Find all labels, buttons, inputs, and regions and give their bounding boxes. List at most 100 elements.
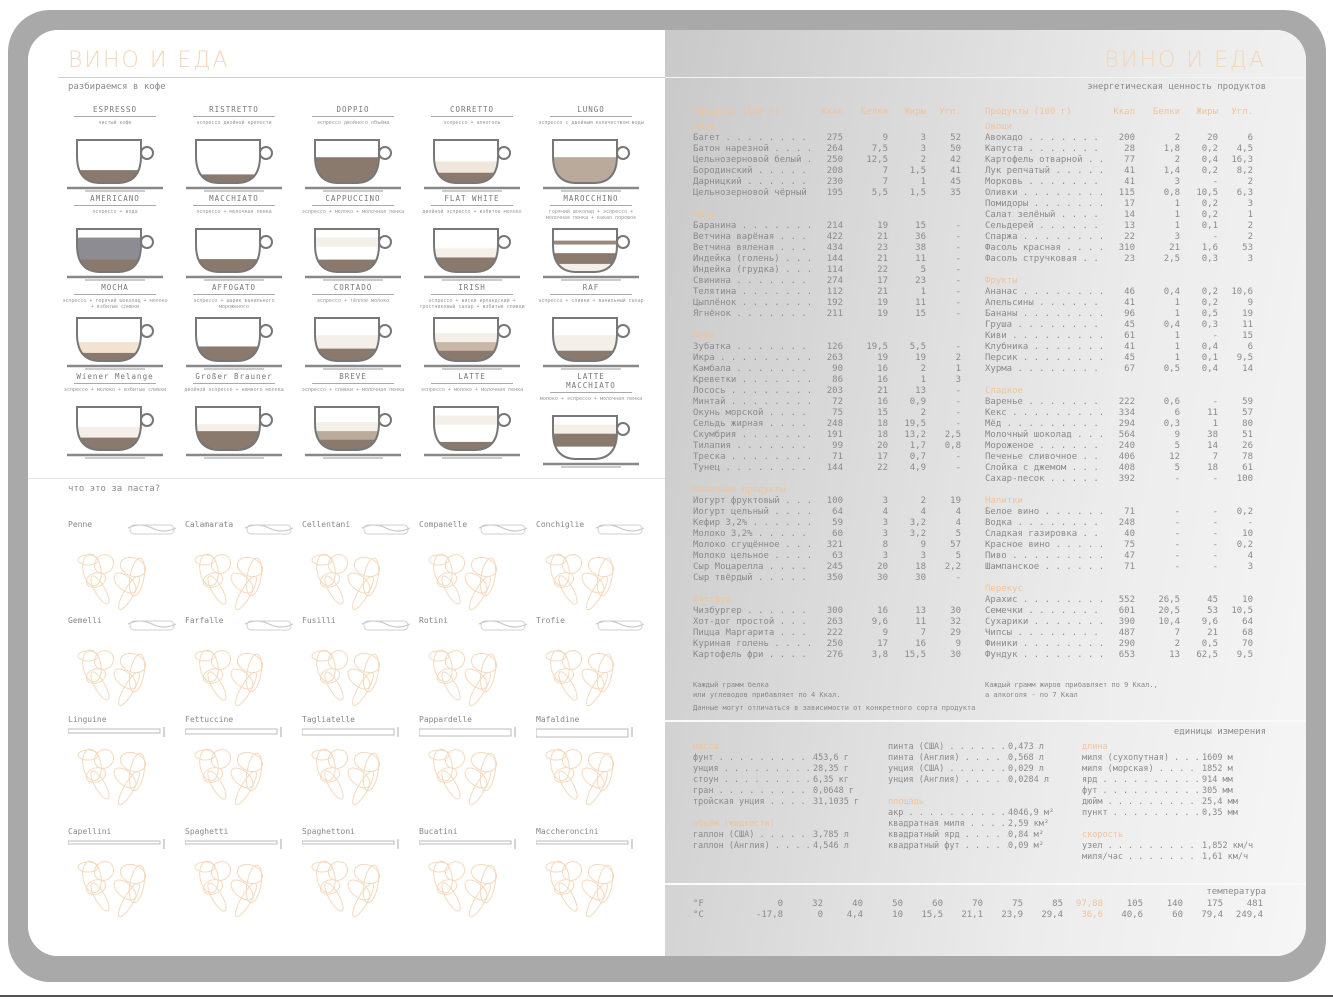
product-name: Спаржа . . . . . . . . . . . . . . . . .…: [985, 232, 1105, 242]
coffee-layer: [553, 157, 617, 183]
nutrient-value: 250: [826, 155, 843, 165]
table-row: Семечки . . . . . . . . . . . . . . . . …: [985, 606, 1253, 617]
unit-row: пункт . . . . . . . . . . . . . . . . . …: [1082, 808, 1253, 819]
coffee-card: RAF эспрессо + сливки + ванильный сахар: [532, 283, 650, 372]
table-row: Мороженое . . . . . . . . . . . . . . . …: [985, 441, 1253, 452]
table-row: Капуста . . . . . . . . . . . . . . . . …: [985, 144, 1253, 155]
coffee-cup-icon: [424, 406, 520, 459]
nutrient-value: 9: [882, 133, 888, 143]
nutrient-value: -: [955, 463, 961, 473]
nutrient-value: 5: [955, 529, 961, 539]
table-row: Авокадо . . . . . . . . . . . . . . . . …: [985, 133, 1253, 144]
nutrient-value: 40: [1124, 529, 1135, 539]
nutrient-value: 1,8: [1163, 144, 1180, 154]
nutrient-value: 2: [1174, 155, 1180, 165]
product-name: Семечки . . . . . . . . . . . . . . . . …: [985, 606, 1105, 616]
nutrient-value: 19: [877, 353, 888, 363]
nutrient-value: 263: [826, 353, 843, 363]
nutrient-value: 0,4: [1201, 342, 1218, 352]
nutrient-value: 222: [826, 628, 843, 638]
nutrient-value: 9,6: [1201, 617, 1218, 627]
brand-title-right: ВИНО И ЕДА: [1104, 48, 1266, 73]
nutrient-value: 45: [1124, 320, 1135, 330]
product-name: Ветчина варёная . . . . . . . . . . . . …: [693, 232, 813, 242]
nutrient-value: 61: [1124, 331, 1135, 341]
pasta-illustration-icon: [194, 524, 294, 611]
nutrient-value: 41: [1124, 177, 1135, 187]
coffee-cup-icon: [543, 317, 639, 370]
nutrient-value: 75: [1124, 540, 1135, 550]
column-header: Белки: [1152, 107, 1180, 117]
nutrient-value: 53: [1242, 243, 1253, 253]
column-header: Белки: [860, 107, 888, 117]
nutrient-value: 5: [1174, 463, 1180, 473]
nutrient-value: -: [955, 287, 961, 297]
unit-row: стоун . . . . . . . . . . . . . . . . . …: [693, 775, 859, 786]
product-name: Окунь морской . . . . . . . . . . . . . …: [693, 408, 813, 418]
nutrient-value: 1,7: [909, 441, 926, 451]
product-name: Персик . . . . . . . . . . . . . . . . .…: [985, 353, 1105, 363]
table-row: Свинина . . . . . . . . . . . . . . . . …: [693, 276, 961, 287]
nutrient-value: 1: [955, 364, 961, 374]
coffee-description: горячий шоколад + эспрессо + молочная пе…: [545, 209, 637, 221]
product-name: Тилапия . . . . . . . . . . . . . . . . …: [693, 441, 813, 451]
nutrient-value: 23: [877, 243, 888, 253]
pasta-illustration-icon: [428, 620, 528, 707]
pasta-name: Calamarata: [185, 520, 234, 529]
product-name: Бананы . . . . . . . . . . . . . . . . .…: [985, 309, 1105, 319]
unit-name: узел . . . . . . . . . . . . . . . . . .…: [1082, 841, 1202, 851]
pasta-item: Gemelli: [68, 616, 186, 708]
spacer: [985, 485, 1253, 496]
pasta-illustration-icon: [536, 839, 633, 918]
pasta-illustration-icon: [545, 524, 645, 611]
pasta-section-title: что это за паста?: [68, 484, 161, 494]
table-row: Хот-дог простой . . . . . . . . . . . . …: [693, 617, 961, 628]
pasta-item: Trofie: [536, 616, 654, 708]
nutrient-value: 15,5: [904, 650, 926, 660]
product-name: Арахис . . . . . . . . . . . . . . . . .…: [985, 595, 1105, 605]
nutrient-value: 59: [1242, 397, 1253, 407]
nutrient-value: 3: [920, 133, 926, 143]
pasta-item: Farfalle: [185, 616, 303, 708]
unit-name: дюйм . . . . . . . . . . . . . . . . . .…: [1082, 797, 1202, 807]
table-row: Треска . . . . . . . . . . . . . . . . .…: [693, 452, 961, 463]
nutrient-value: 20,5: [1158, 606, 1180, 616]
pasta-item: Rotini: [419, 616, 537, 708]
temperature-table: °F °C 0 -17,8 32 0 40 4,4 50 10 60 15,5 70 21,1 75 23…: [693, 899, 1293, 923]
table-row: Молоко сгущённое . . . . . . . . . . . .…: [693, 540, 961, 551]
nutrient-value: 114: [826, 265, 843, 275]
unit-name: миля/час . . . . . . . . . . . . . . . .…: [1082, 852, 1202, 862]
table-row: Сельдь жирная . . . . . . . . . . . . . …: [693, 419, 961, 430]
note-data: Данные могут отличаться в зависимости от…: [693, 704, 976, 712]
unit-value: 4,546 л: [813, 841, 849, 851]
section-header: Сладкое: [985, 386, 1023, 396]
nutrient-value: 1: [1174, 331, 1180, 341]
table-row: Печенье сливочное . . . . . . . . . . . …: [985, 452, 1253, 463]
nutrient-value: 20: [877, 562, 888, 572]
divider: [58, 77, 665, 78]
nutrient-value: 10,6: [1231, 287, 1253, 297]
table-row: Лосось . . . . . . . . . . . . . . . . .…: [693, 386, 961, 397]
nutrient-value: 487: [1118, 628, 1135, 638]
coffee-layer: [434, 441, 498, 450]
unit-row: галлон (США) . . . . . . . . . . . . . .…: [693, 830, 859, 841]
nutrient-value: 3: [1174, 232, 1180, 242]
nutrient-value: -: [955, 419, 961, 429]
nutrient-value: -: [1174, 529, 1180, 539]
unit-row: ярд . . . . . . . . . . . . . . . . . . …: [1082, 775, 1253, 786]
nutrient-value: 1,5: [909, 188, 926, 198]
nutrient-value: 2,5: [1163, 254, 1180, 264]
table-header: Продукты (100 г) Ккал Белки Жиры Угл.: [985, 107, 1253, 118]
nutrient-value: 0,2: [1201, 166, 1218, 176]
nutrient-value: 60: [832, 529, 843, 539]
coffee-layer: [434, 341, 498, 351]
coffee-card: BREVE эспрессо + сливки + молочная пенка: [294, 372, 412, 461]
nutrient-value: 195: [826, 188, 843, 198]
nutrient-value: 13: [915, 386, 926, 396]
coffee-card: FLAT WHITE двойной эспрессо + взбитое мол…: [413, 194, 531, 283]
pasta-item: Companelle: [419, 520, 537, 612]
section-header: Фастфуд: [693, 595, 731, 605]
table-row: Кефир 3,2% . . . . . . . . . . . . . . .…: [693, 518, 961, 529]
nutrient-value: 100: [826, 496, 843, 506]
